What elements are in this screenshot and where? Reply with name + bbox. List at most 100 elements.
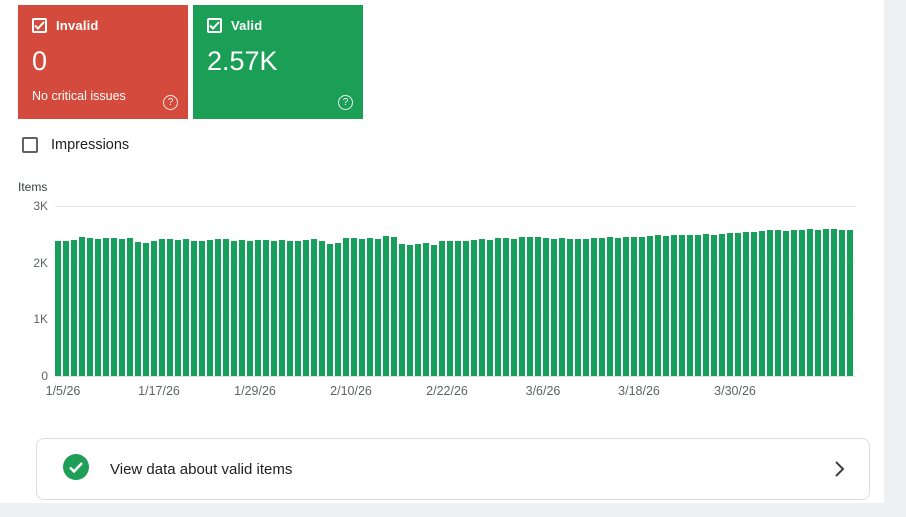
bar[interactable] (631, 236, 637, 376)
bar[interactable] (423, 243, 429, 376)
bar[interactable] (511, 239, 517, 376)
bar[interactable] (615, 237, 621, 376)
impressions-toggle[interactable]: Impressions (22, 137, 129, 153)
bar[interactable] (415, 243, 421, 376)
bar[interactable] (535, 237, 541, 376)
bar[interactable] (783, 230, 789, 376)
bar[interactable] (447, 240, 453, 376)
bar[interactable] (239, 240, 245, 376)
bar[interactable] (791, 229, 797, 376)
bar[interactable] (847, 230, 853, 376)
bar[interactable] (623, 237, 629, 376)
bar[interactable] (559, 238, 565, 376)
bar[interactable] (599, 237, 605, 376)
bar[interactable] (103, 238, 109, 376)
bar[interactable] (231, 241, 237, 376)
bar[interactable] (71, 240, 77, 376)
bar[interactable] (767, 230, 773, 376)
bar[interactable] (727, 233, 733, 376)
bar[interactable] (327, 243, 333, 376)
bar[interactable] (223, 239, 229, 376)
bar[interactable] (439, 241, 445, 376)
bar[interactable] (655, 235, 661, 376)
bar[interactable] (583, 238, 589, 376)
bar[interactable] (479, 238, 485, 376)
bar[interactable] (719, 233, 725, 376)
bar[interactable] (647, 236, 653, 376)
bar[interactable] (55, 241, 61, 376)
bar[interactable] (687, 235, 693, 376)
bar[interactable] (407, 244, 413, 376)
bar[interactable] (815, 229, 821, 376)
bar[interactable] (751, 231, 757, 376)
bar[interactable] (303, 240, 309, 376)
bar[interactable] (95, 238, 101, 376)
bar[interactable] (119, 238, 125, 376)
bar[interactable] (175, 240, 181, 376)
invalid-status-card[interactable]: Invalid 0 No critical issues ? (18, 5, 188, 119)
bar[interactable] (351, 238, 357, 376)
bar[interactable] (375, 238, 381, 376)
bar[interactable] (279, 240, 285, 376)
bar[interactable] (799, 230, 805, 376)
bar[interactable] (575, 238, 581, 376)
bar[interactable] (551, 238, 557, 376)
bar[interactable] (111, 238, 117, 376)
bar[interactable] (711, 234, 717, 376)
bar[interactable] (519, 237, 525, 376)
help-icon[interactable]: ? (163, 95, 178, 110)
bar[interactable] (287, 241, 293, 376)
bar[interactable] (255, 240, 261, 376)
bar[interactable] (543, 238, 549, 376)
bar[interactable] (367, 237, 373, 376)
bar[interactable] (463, 240, 469, 376)
bar[interactable] (807, 229, 813, 376)
bar[interactable] (703, 234, 709, 376)
valid-checkbox[interactable] (207, 18, 222, 33)
bar[interactable] (319, 240, 325, 376)
bar[interactable] (143, 242, 149, 376)
bar[interactable] (63, 240, 69, 376)
bar[interactable] (271, 240, 277, 376)
bar[interactable] (695, 234, 701, 376)
bar[interactable] (183, 238, 189, 376)
bar[interactable] (295, 240, 301, 376)
valid-status-card[interactable]: Valid 2.57K ? (193, 5, 363, 119)
view-valid-items-card[interactable]: View data about valid items (36, 438, 870, 500)
bar[interactable] (127, 238, 133, 376)
bar[interactable] (495, 238, 501, 376)
bar[interactable] (191, 241, 197, 376)
impressions-checkbox[interactable] (22, 137, 38, 153)
bar[interactable] (399, 243, 405, 376)
bar[interactable] (775, 230, 781, 376)
bar[interactable] (383, 236, 389, 376)
bar[interactable] (215, 238, 221, 376)
bar[interactable] (207, 240, 213, 376)
bar[interactable] (455, 241, 461, 376)
bar[interactable] (359, 238, 365, 376)
bar[interactable] (135, 242, 141, 376)
bar[interactable] (487, 240, 493, 376)
bar[interactable] (503, 237, 509, 376)
bar[interactable] (823, 228, 829, 376)
bar[interactable] (311, 238, 317, 376)
bar[interactable] (159, 238, 165, 376)
bar[interactable] (151, 241, 157, 376)
bar[interactable] (839, 229, 845, 376)
bar[interactable] (263, 240, 269, 376)
bar[interactable] (759, 230, 765, 376)
bar[interactable] (671, 235, 677, 376)
bar[interactable] (471, 240, 477, 376)
invalid-checkbox[interactable] (32, 18, 47, 33)
bar[interactable] (431, 244, 437, 376)
bar[interactable] (607, 237, 613, 376)
help-icon[interactable]: ? (338, 95, 353, 110)
bar[interactable] (335, 242, 341, 376)
bar[interactable] (199, 240, 205, 376)
bar[interactable] (735, 232, 741, 376)
bar[interactable] (247, 240, 253, 376)
bar[interactable] (591, 238, 597, 376)
bar[interactable] (567, 239, 573, 376)
bar[interactable] (79, 237, 85, 376)
bar[interactable] (391, 237, 397, 376)
